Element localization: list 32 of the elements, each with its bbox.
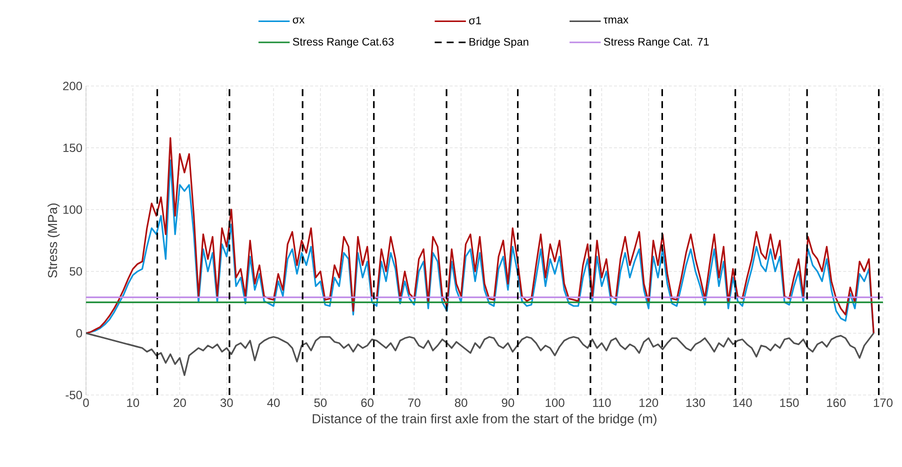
x-tick-label: 170 <box>874 398 893 407</box>
x-axis-title: Distance of the train first axle from the start of the bridge (m) <box>312 414 656 426</box>
x-tick-label: 40 <box>267 398 280 407</box>
y-tick-label: 200 <box>63 82 82 90</box>
y-tick-label: 0 <box>76 328 82 338</box>
x-tick-label: 10 <box>127 398 140 407</box>
legend-label: σ1 <box>469 16 481 24</box>
x-tick-label: 50 <box>314 398 327 407</box>
legend-label: Bridge Span <box>470 38 528 48</box>
x-tick-label: 120 <box>640 398 658 407</box>
legend-label: σx <box>292 18 305 24</box>
x-tick-label: 80 <box>454 398 468 407</box>
x-tick-label: 130 <box>686 398 705 407</box>
x-tick-label: 0 <box>83 398 89 407</box>
x-tick-label: 110 <box>593 398 611 407</box>
y-tick-label: 50 <box>70 267 82 276</box>
legend-label: Stress Range Cat. 71 <box>604 38 709 48</box>
x-tick-label: 30 <box>220 398 233 407</box>
legend-label: τmax <box>604 18 628 24</box>
x-tick-label: 60 <box>361 398 374 407</box>
y-tick-label: -50 <box>66 390 82 400</box>
x-tick-label: 20 <box>174 398 186 407</box>
x-tick-label: 100 <box>546 398 564 407</box>
y-axis-title: Stress (MPa) <box>48 204 60 278</box>
x-tick-label: 140 <box>733 398 752 407</box>
legend-label: Stress Range Cat.63 <box>292 38 394 48</box>
y-tick-label: 150 <box>63 144 82 152</box>
x-tick-label: 70 <box>408 398 420 407</box>
x-tick-label: 150 <box>780 398 799 407</box>
y-tick-label: 100 <box>63 205 82 214</box>
x-tick-label: 90 <box>502 398 514 407</box>
x-tick-label: 160 <box>827 398 846 407</box>
